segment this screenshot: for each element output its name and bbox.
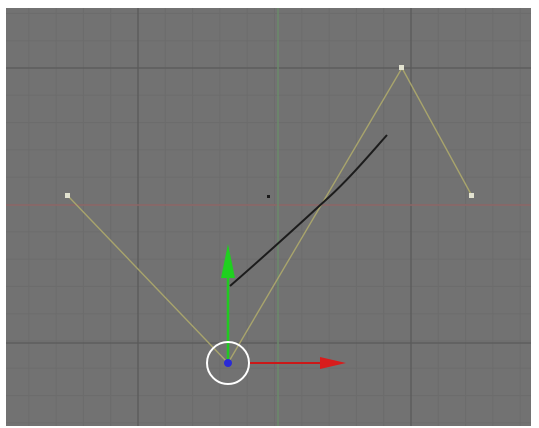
handle-line bbox=[401, 67, 473, 197]
object-origin bbox=[267, 195, 270, 198]
handle-line bbox=[67, 195, 229, 364]
bezier-curve[interactable] bbox=[229, 134, 388, 287]
curve-handles bbox=[67, 67, 473, 364]
gizmo-x-arrow[interactable] bbox=[320, 357, 346, 369]
gizmo-center[interactable] bbox=[224, 359, 232, 367]
handle-point-right[interactable] bbox=[469, 193, 474, 198]
transform-gizmo[interactable] bbox=[206, 244, 346, 385]
handle-point-top[interactable] bbox=[399, 65, 404, 70]
handle-line bbox=[227, 67, 403, 364]
major-grid bbox=[6, 8, 531, 426]
control-points[interactable] bbox=[65, 65, 474, 198]
viewport-background bbox=[6, 8, 531, 426]
gizmo-y-arrow[interactable] bbox=[221, 244, 235, 278]
handle-point-left[interactable] bbox=[65, 193, 70, 198]
gizmo-rotate-ring[interactable] bbox=[206, 341, 250, 385]
viewport-canvas[interactable] bbox=[6, 8, 531, 426]
